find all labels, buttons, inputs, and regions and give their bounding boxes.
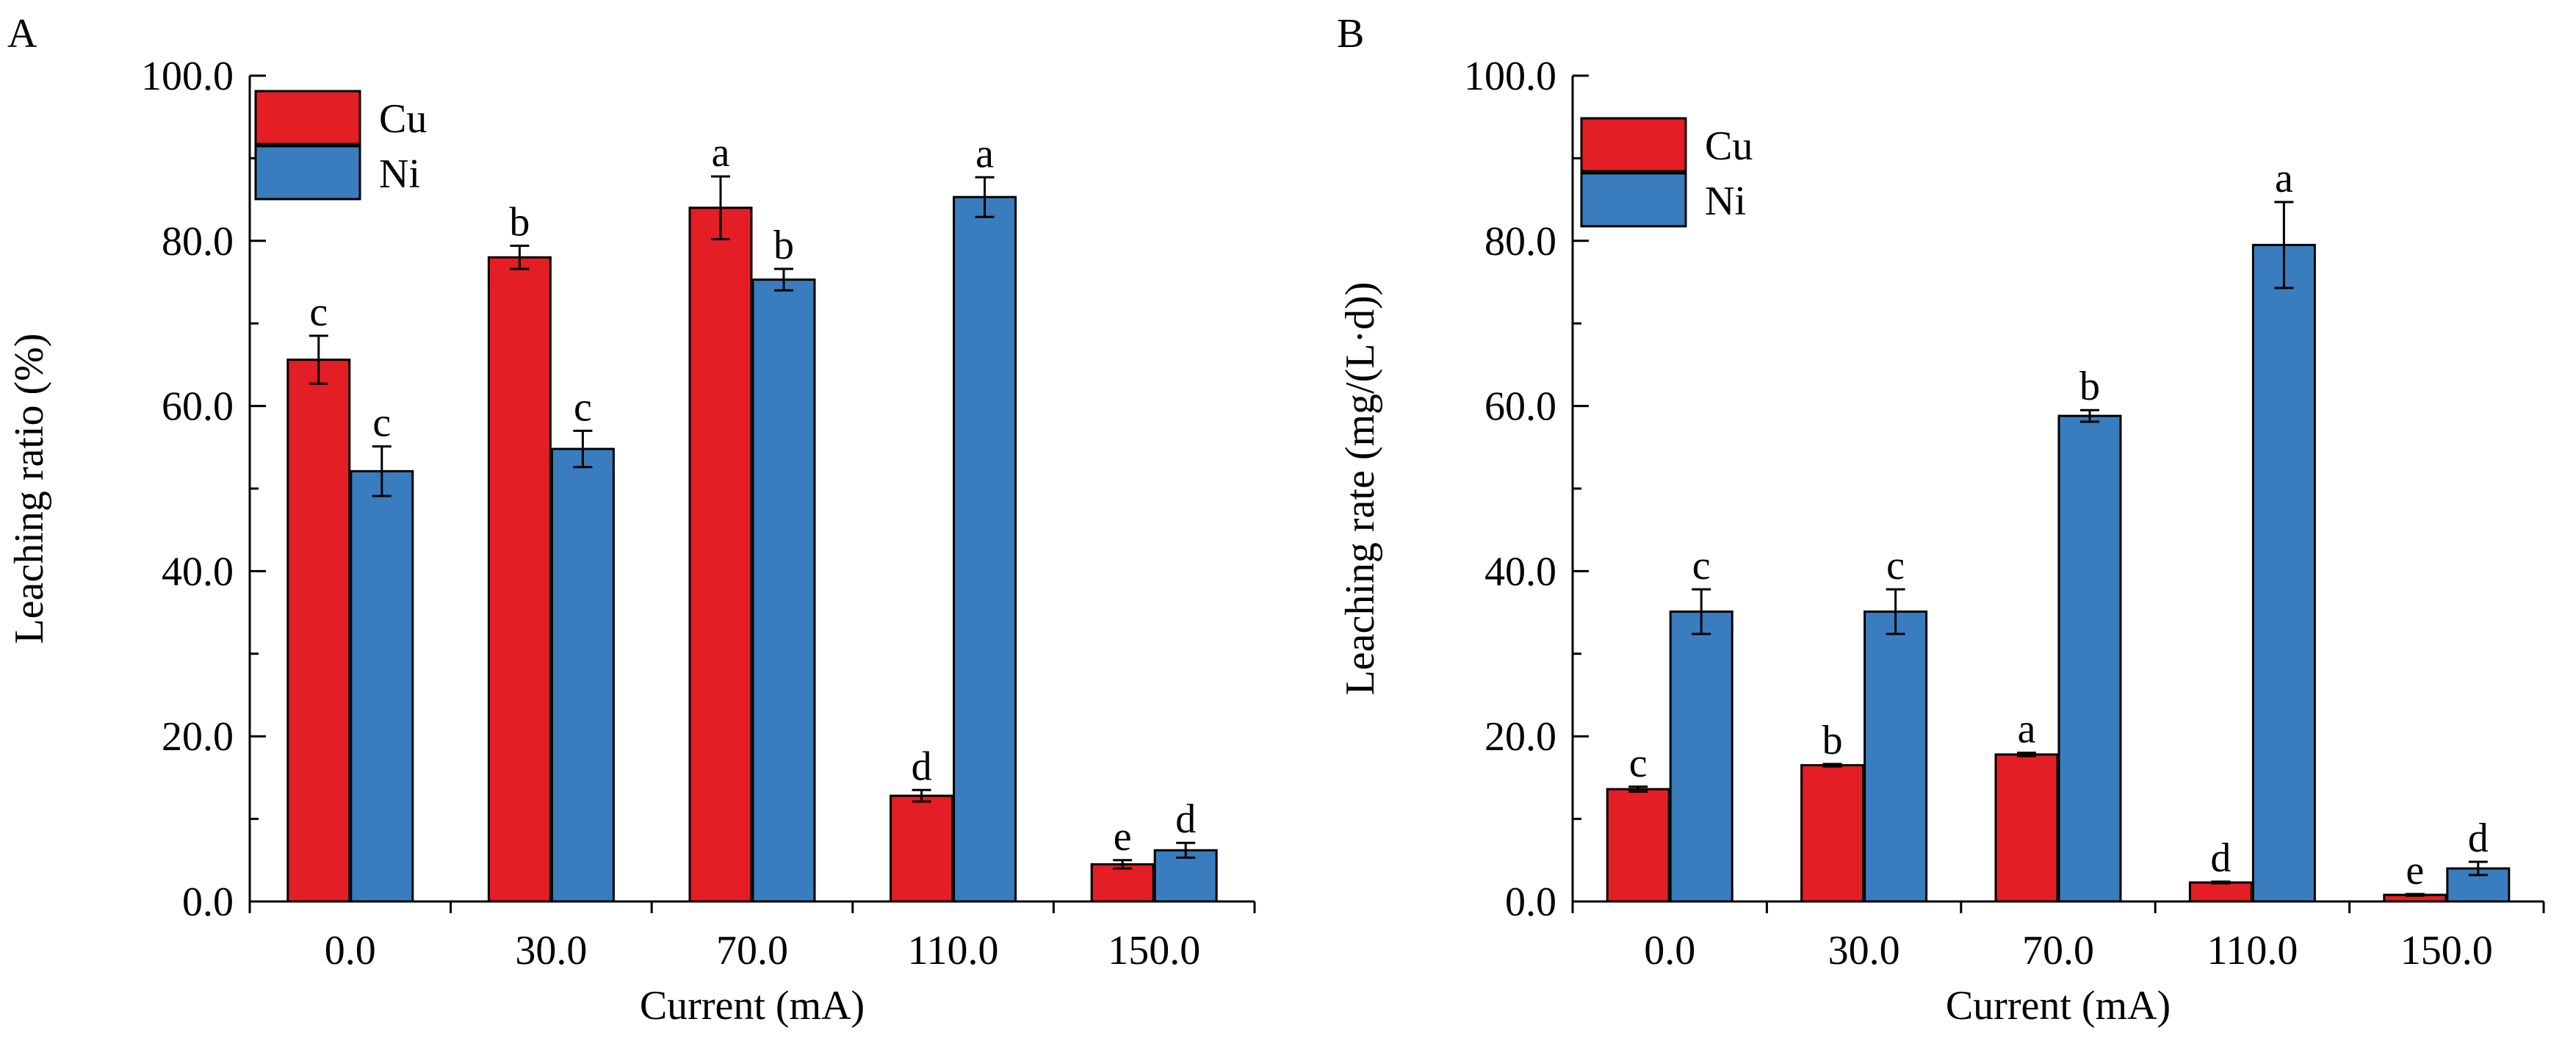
bar-ni xyxy=(751,278,816,903)
y-tick-label: 0.0 xyxy=(1505,879,1556,925)
legend-label-cu: Cu xyxy=(1705,123,1753,169)
significance-letter: c xyxy=(372,400,391,446)
x-axis-title: Current (mA) xyxy=(1946,983,2171,1029)
significance-letter: d xyxy=(2468,816,2489,861)
x-tick-label: 70.0 xyxy=(2022,928,2094,973)
significance-letter: c xyxy=(1692,543,1711,588)
bar-cu xyxy=(1800,764,1865,903)
x-tick-label: 0.0 xyxy=(325,928,376,973)
panel-label: A xyxy=(7,11,37,57)
bar-ni xyxy=(2057,414,2122,903)
bar-ni xyxy=(1864,610,1928,903)
bar-cu xyxy=(1994,753,2059,903)
legend-swatch-cu xyxy=(1580,117,1687,173)
x-tick-label: 70.0 xyxy=(716,928,788,973)
bar-cu xyxy=(1090,863,1155,903)
significance-letter: a xyxy=(975,131,994,176)
legend-label-ni: Ni xyxy=(379,151,420,197)
bar-cu xyxy=(688,206,753,903)
significance-letter: b xyxy=(773,223,794,268)
y-axis-title: Leaching rate (mg/(L·d)) xyxy=(1338,282,1383,696)
y-tick-label: 100.0 xyxy=(1464,54,1556,99)
y-tick-label: 20.0 xyxy=(1484,714,1556,760)
bar-ni xyxy=(2251,243,2316,903)
y-tick-label: 100.0 xyxy=(141,54,234,99)
significance-letter: e xyxy=(2406,848,2424,893)
legend-label-cu: Cu xyxy=(379,96,427,142)
significance-letter: c xyxy=(574,384,592,430)
bar-ni xyxy=(1669,610,1733,903)
significance-letter: c xyxy=(309,289,328,335)
significance-letter: a xyxy=(2018,707,2036,752)
significance-letter: c xyxy=(1886,543,1905,588)
x-tick-label: 150.0 xyxy=(2400,928,2493,973)
bar-cu xyxy=(2188,881,2253,903)
legend: Cu Ni xyxy=(1580,117,1753,228)
significance-letter: d xyxy=(2210,835,2231,881)
x-tick-label: 110.0 xyxy=(2207,928,2298,973)
panel-label: B xyxy=(1337,11,1364,57)
y-tick-label: 20.0 xyxy=(162,714,234,760)
bar-cu xyxy=(890,794,954,903)
significance-letter: b xyxy=(2079,364,2100,409)
significance-letter: b xyxy=(1822,718,1843,763)
legend-swatch-cu xyxy=(254,90,361,145)
y-tick-label: 80.0 xyxy=(162,219,234,264)
bar-cu xyxy=(286,359,351,903)
y-tick-label: 40.0 xyxy=(1484,549,1556,594)
significance-letter: b xyxy=(509,200,530,245)
x-tick-label: 30.0 xyxy=(1828,928,1900,973)
legend-swatch-ni xyxy=(1580,172,1687,228)
legend-swatch-ni xyxy=(254,145,361,201)
significance-letter: c xyxy=(1629,741,1648,786)
x-axis-title: Current (mA) xyxy=(640,983,865,1029)
significance-letter: d xyxy=(912,744,932,789)
y-axis-title: Leaching ratio (%) xyxy=(7,334,52,644)
bar-ni xyxy=(350,469,414,903)
y-tick-label: 60.0 xyxy=(1484,384,1556,430)
significance-letter: e xyxy=(1114,814,1132,860)
bar-ni xyxy=(550,447,615,903)
y-tick-label: 80.0 xyxy=(1484,219,1556,264)
x-tick-label: 110.0 xyxy=(908,928,999,973)
significance-letter: d xyxy=(1175,796,1196,842)
legend-label-ni: Ni xyxy=(1705,179,1746,224)
x-tick-label: 30.0 xyxy=(515,928,587,973)
x-tick-label: 0.0 xyxy=(1644,928,1695,973)
y-tick-label: 0.0 xyxy=(182,879,234,925)
y-tick-label: 40.0 xyxy=(162,549,234,594)
x-tick-label: 150.0 xyxy=(1108,928,1200,973)
bar-ni xyxy=(953,195,1017,903)
legend: Cu Ni xyxy=(254,90,427,201)
significance-letter: a xyxy=(712,130,730,176)
significance-letter: a xyxy=(2275,156,2293,201)
y-tick-label: 60.0 xyxy=(162,384,234,430)
bar-cu xyxy=(1606,788,1670,903)
bar-cu xyxy=(487,256,552,903)
